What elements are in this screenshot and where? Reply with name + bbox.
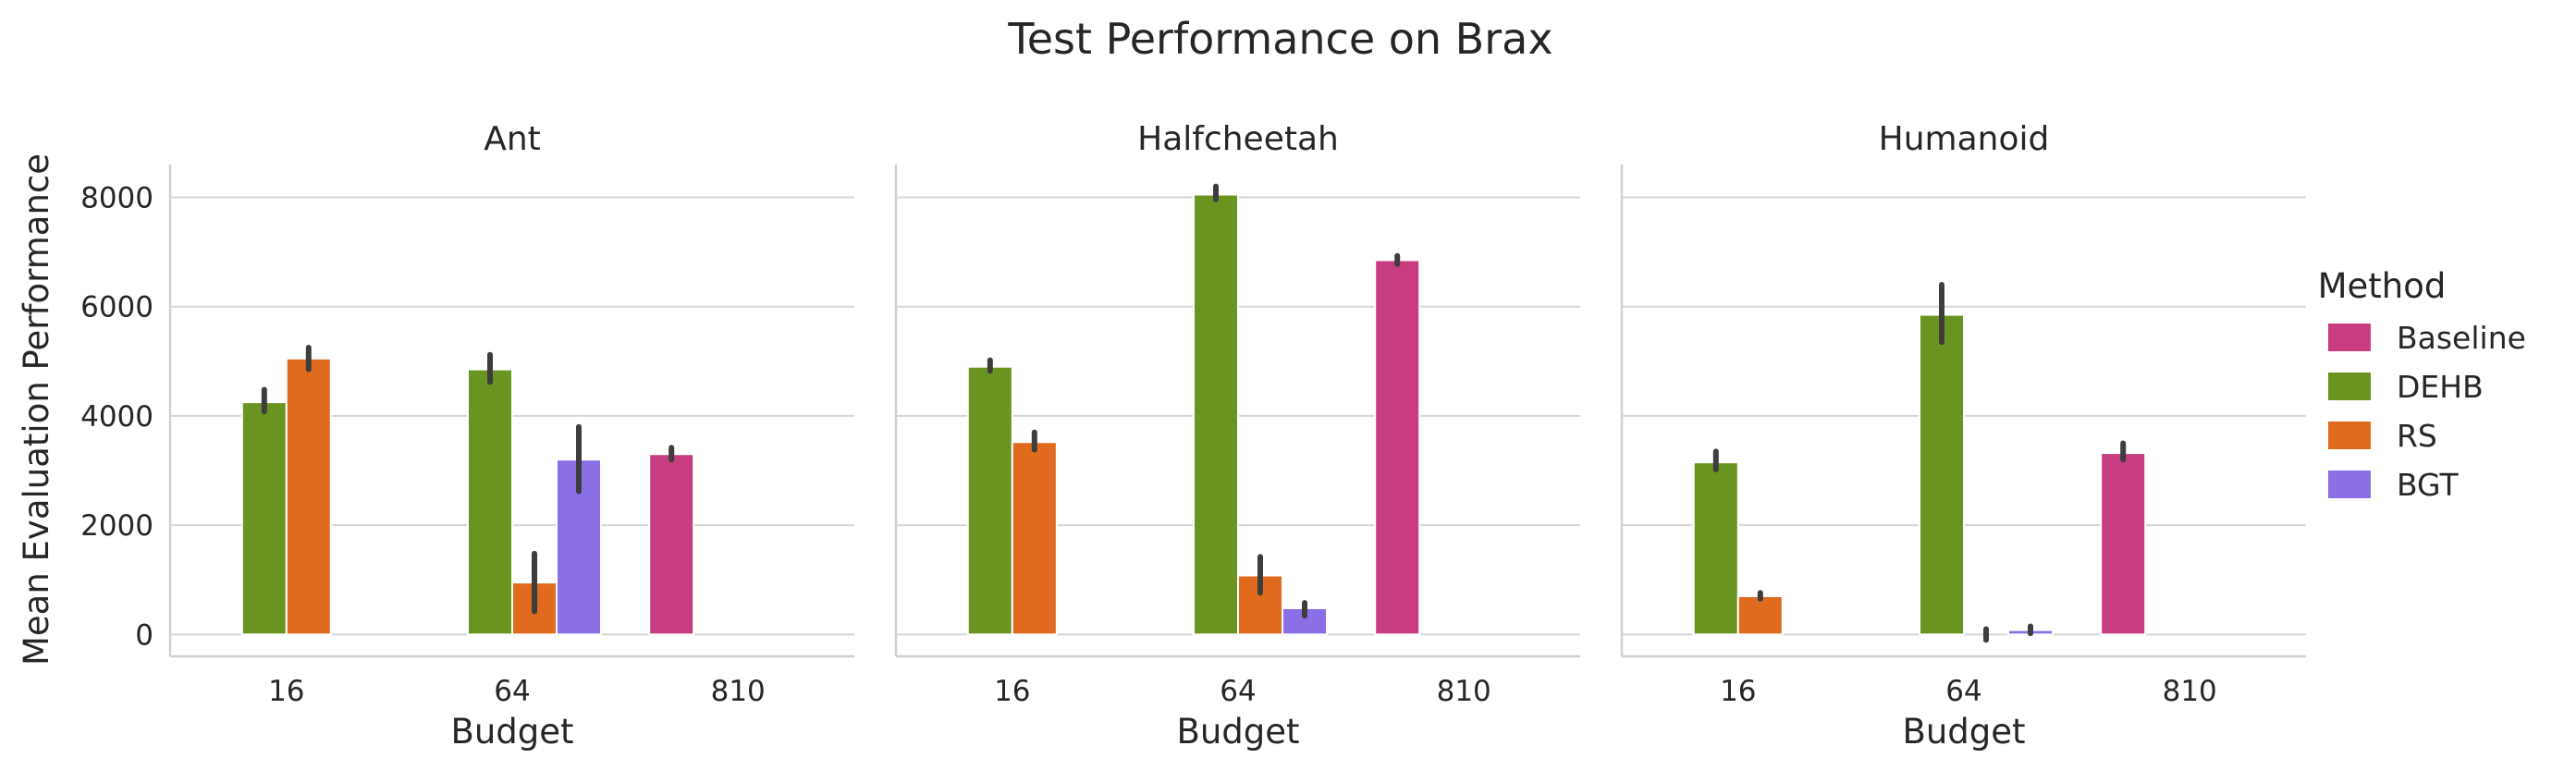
legend-swatch-dehb: [2328, 373, 2371, 400]
legend-swatch-bgt: [2328, 471, 2371, 498]
y-tick-label: 4000: [80, 400, 153, 434]
x-tick-label: 16: [268, 675, 304, 708]
legend-title: Method: [2318, 266, 2447, 306]
legend-swatch-rs: [2328, 422, 2371, 449]
bar-dehb-16: [240, 401, 288, 636]
legend-swatch-baseline: [2328, 324, 2371, 351]
y-tick-label: 6000: [80, 291, 153, 324]
bar-dehb-16: [966, 365, 1013, 636]
bar-dehb-16: [1692, 461, 1739, 636]
x-tick-label: 16: [1720, 675, 1756, 708]
x-tick-label: 16: [994, 675, 1030, 708]
panel-ant: 0 2000 4000 6000 8000 Ant 16 64 810 Budget: [80, 120, 854, 752]
y-tick-label: 0: [135, 618, 153, 652]
legend: Method Baseline DEHB RS BGT: [2318, 266, 2526, 503]
bar-rs-16: [1011, 441, 1058, 636]
legend-label-bgt: BGT: [2397, 467, 2459, 503]
bar-baseline-810: [2100, 452, 2147, 636]
x-axis-label: Budget: [1902, 712, 2025, 752]
x-tick-label: 810: [1437, 675, 1491, 708]
y-axis-label: Mean Evaluation Performance: [17, 153, 56, 666]
x-tick-label: 64: [494, 675, 530, 708]
y-tick-label: 2000: [80, 509, 153, 543]
y-tick-label: 8000: [80, 181, 153, 214]
panel-title: Humanoid: [1879, 120, 2050, 158]
panel-halfcheetah: Halfcheetah 16 64 810 Budget: [894, 120, 1580, 752]
x-tick-label: 810: [711, 675, 766, 708]
x-axis-label: Budget: [1176, 712, 1299, 752]
bar-dehb-64: [1193, 193, 1239, 636]
legend-label-dehb: DEHB: [2397, 369, 2484, 405]
panel-title: Halfcheetah: [1137, 120, 1339, 158]
bar-baseline-810: [648, 453, 695, 636]
figure-title: Test Performance on Brax: [1007, 14, 1552, 64]
bar-baseline-810: [1374, 259, 1421, 636]
x-tick-label: 64: [1945, 675, 1981, 708]
x-tick-label: 64: [1220, 675, 1256, 708]
panel-title: Ant: [484, 120, 541, 158]
legend-label-rs: RS: [2397, 418, 2437, 454]
x-tick-label: 810: [2163, 675, 2217, 708]
panel-humanoid: Humanoid 16 64 810 Budget: [1620, 120, 2306, 752]
x-axis-label: Budget: [450, 712, 573, 752]
bar-dehb-64: [1919, 313, 1965, 636]
bar-rs-16: [285, 357, 332, 636]
legend-label-baseline: Baseline: [2397, 320, 2526, 356]
bar-rs-16: [1736, 594, 1784, 636]
bar-dehb-64: [467, 368, 513, 636]
